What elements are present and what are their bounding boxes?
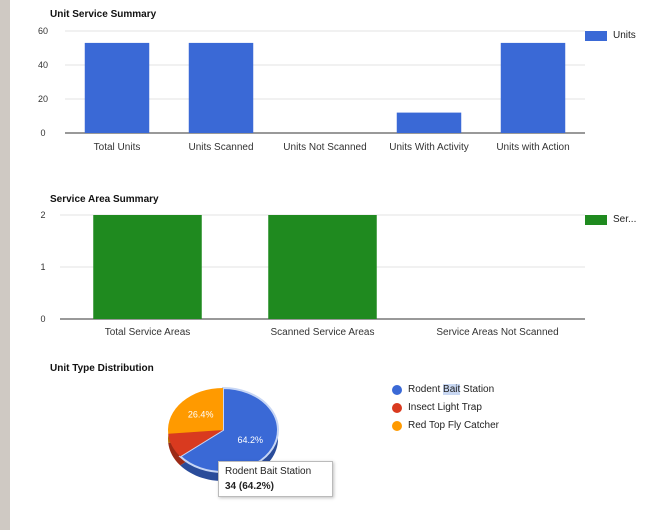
dashboard-panel: Unit Service Summary 60 40 20 0 Total Units U… xyxy=(10,0,659,530)
unit-service-bar[interactable] xyxy=(188,42,254,133)
unit-service-bar[interactable] xyxy=(500,42,566,133)
pie-slice[interactable] xyxy=(168,388,223,434)
y-tick-label: 0 xyxy=(40,128,45,138)
pie-slice-label: 26.4% xyxy=(188,409,214,419)
y-tick-label: 2 xyxy=(40,210,45,220)
legend-label-red-top-fly-catcher: Red Top Fly Catcher xyxy=(408,420,499,431)
legend-item-rodent-bait-station[interactable]: Rodent Bait Station xyxy=(392,384,494,395)
window-edge xyxy=(0,0,10,530)
unit-service-summary-chart: 60 40 20 0 Total Units Units Scanned Units Not… xyxy=(38,26,585,153)
x-category-label: Units With Activity xyxy=(389,142,468,153)
tooltip-slice-name: Rodent Bait Station xyxy=(225,466,312,477)
y-tick-label: 1 xyxy=(40,262,45,272)
legend-label-part: Station xyxy=(460,384,495,395)
x-category-label: Units Not Scanned xyxy=(283,142,366,153)
chart-title-service-area-summary: Service Area Summary xyxy=(50,194,159,205)
chart-title-unit-type-distribution: Unit Type Distribution xyxy=(50,363,154,374)
legend-dot-red-top-fly-catcher xyxy=(392,420,402,431)
tooltip-slice-value: 34 (64.2%) xyxy=(225,481,274,492)
y-tick-label: 20 xyxy=(38,94,48,104)
service-area-bar[interactable] xyxy=(268,215,377,319)
pie-tooltip: Rodent Bait Station 34 (64.2%) xyxy=(218,461,333,497)
legend-label-service-areas: Ser... xyxy=(613,214,637,225)
x-category-label: Total Units xyxy=(94,142,141,153)
legend-item-red-top-fly-catcher[interactable]: Red Top Fly Catcher xyxy=(392,420,499,431)
x-category-label: Scanned Service Areas xyxy=(271,327,375,338)
unit-service-bar[interactable] xyxy=(84,42,150,133)
legend-label-rodent-bait-station: Rodent Bait Station xyxy=(408,384,494,395)
legend-item-units[interactable]: Units xyxy=(585,30,636,41)
legend-item-service-areas[interactable]: Ser... xyxy=(585,214,636,225)
legend-swatch-units xyxy=(585,30,607,41)
pie-slice[interactable] xyxy=(178,386,279,473)
y-tick-label: 40 xyxy=(38,60,48,70)
service-area-bar[interactable] xyxy=(93,215,202,319)
pie-slice[interactable] xyxy=(168,430,223,457)
legend-dot-rodent-bait-station xyxy=(392,384,402,395)
legend-label-insect-light-trap: Insect Light Trap xyxy=(408,402,482,413)
pie-slice-label: 64.2% xyxy=(238,435,264,445)
x-category-label: Units with Action xyxy=(496,142,569,153)
service-area-summary-chart: 2 1 0 Total Service Areas Scanned Service Ar… xyxy=(40,210,585,338)
legend-dot-insect-light-trap xyxy=(392,402,402,413)
legend-label-units: Units xyxy=(613,30,636,41)
unit-service-bar[interactable] xyxy=(396,112,462,133)
legend-item-insect-light-trap[interactable]: Insect Light Trap xyxy=(392,402,482,413)
chart-title-unit-service-summary: Unit Service Summary xyxy=(50,9,157,20)
legend-label-part: Rodent xyxy=(408,384,444,395)
x-category-label: Total Service Areas xyxy=(105,327,191,338)
x-category-label: Units Scanned xyxy=(188,142,253,153)
legend-label-highlight: Bait xyxy=(443,384,461,395)
legend-swatch-service-areas xyxy=(585,214,607,225)
y-tick-label: 60 xyxy=(38,26,48,36)
x-category-label: Service Areas Not Scanned xyxy=(436,327,558,338)
unit-type-distribution-chart: 64.2% 26.4% xyxy=(168,386,279,481)
y-tick-label: 0 xyxy=(40,314,45,324)
